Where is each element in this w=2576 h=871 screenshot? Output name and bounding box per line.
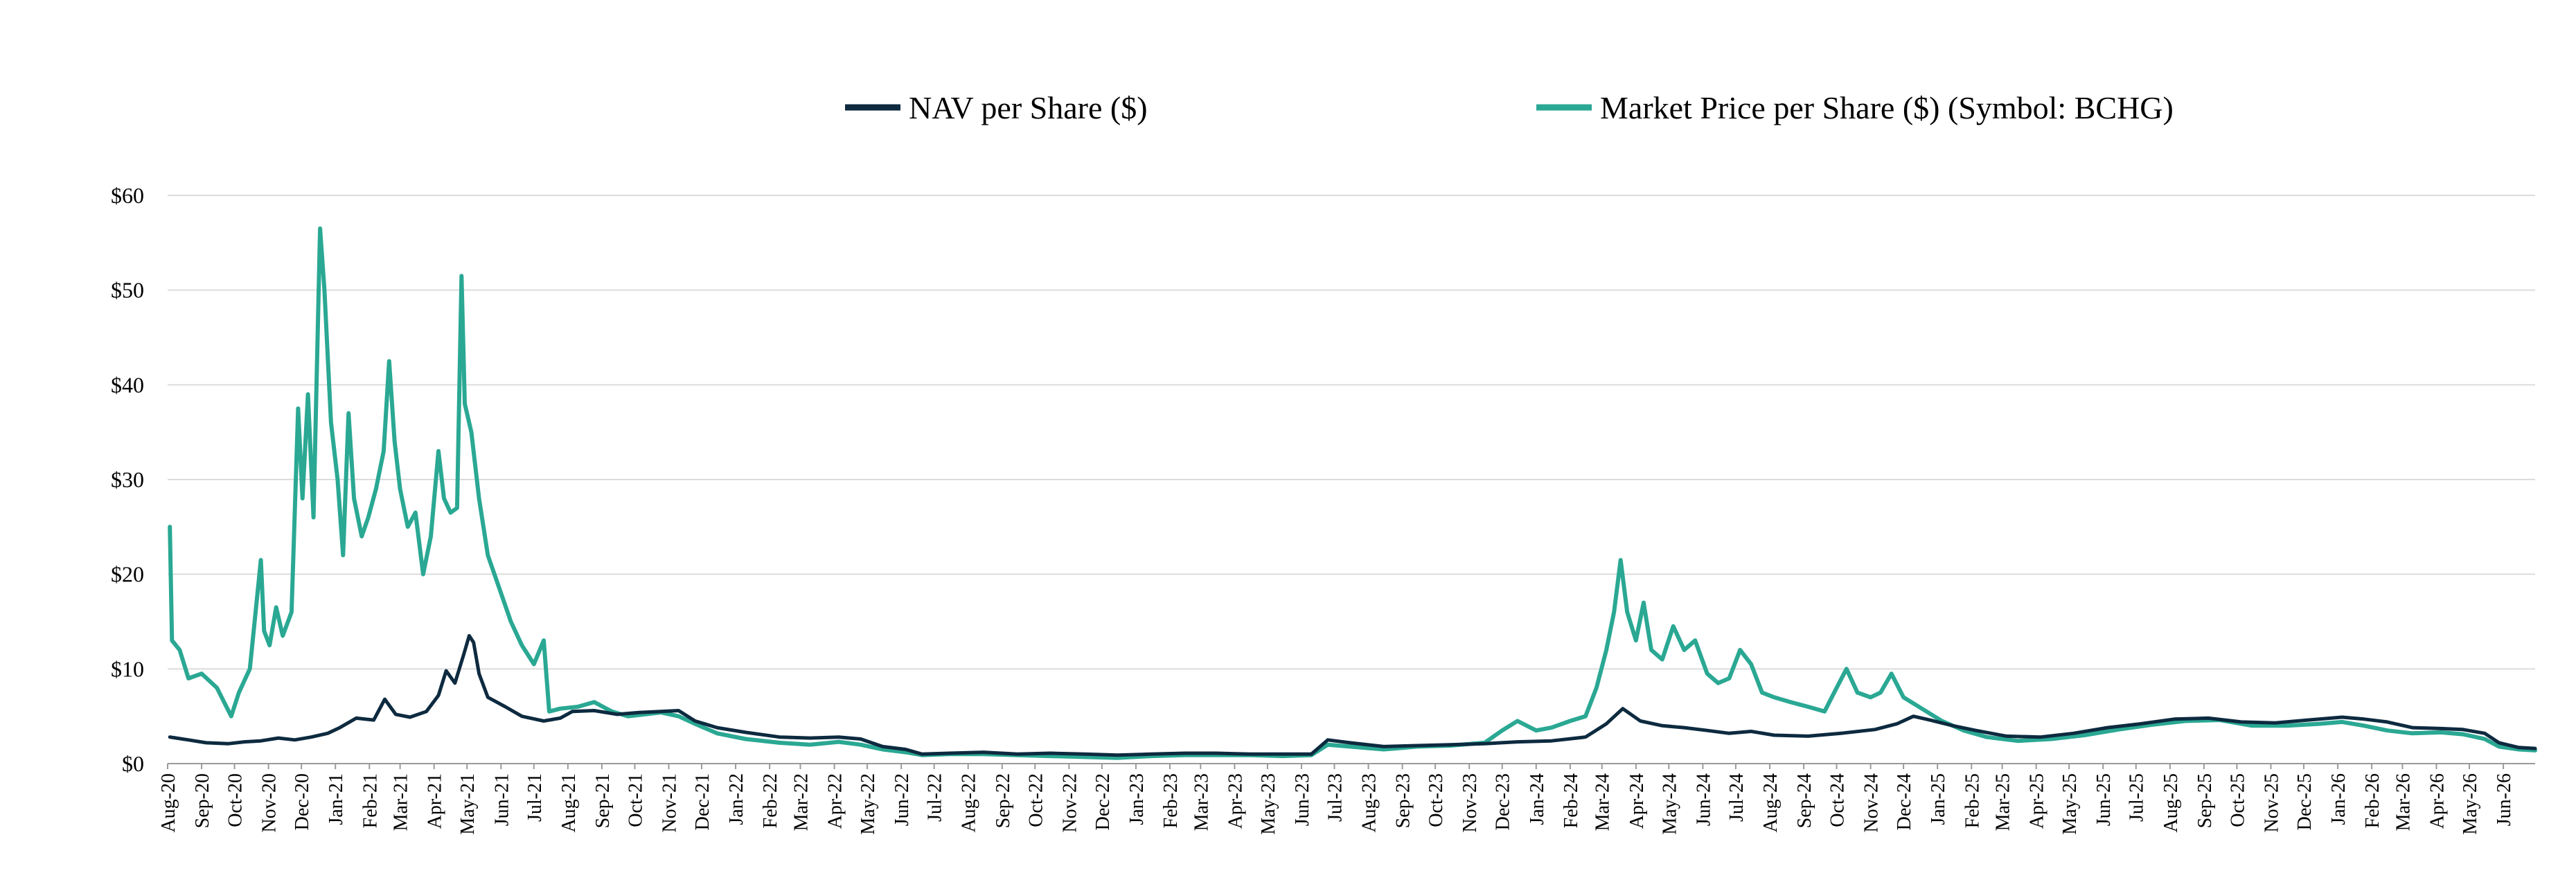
legend: NAV per Share ($) Market Price per Share… (845, 90, 2174, 125)
x-tick-label: Sep-23 (1393, 773, 1414, 828)
x-tick-label: Dec-23 (1493, 773, 1514, 830)
y-tick-label: $60 (111, 183, 144, 208)
x-tick-label: Aug-24 (1760, 773, 1782, 833)
x-axis: Aug-20 Sep-20 Oct-20 Nov-20 Dec-20 Jan-21 Feb-… (158, 764, 2515, 835)
x-tick-label: Aug-21 (558, 773, 580, 833)
y-axis-ticks: $0 $10 $20 $30 $40 $50 $60 (111, 183, 144, 776)
x-tick-label: Sep-21 (592, 773, 614, 828)
x-tick-label: Nov-24 (1861, 773, 1883, 833)
y-tick-label: $40 (111, 372, 144, 397)
x-tick-label: Jul-24 (1726, 773, 1748, 822)
x-tick-label: Mar-21 (391, 773, 412, 831)
x-tick-label: Jun-21 (491, 773, 513, 826)
x-tick-label: Mar-22 (790, 773, 812, 831)
x-tick-label: Jun-23 (1292, 773, 1313, 826)
y-tick-label: $50 (111, 278, 144, 303)
x-tick-label: Nov-21 (659, 773, 680, 833)
x-tick-label: May-23 (1258, 773, 1279, 835)
x-tick-label: Jan-22 (726, 773, 747, 825)
x-tick-label: Sep-24 (1794, 773, 1815, 828)
x-tick-label: Oct-24 (1827, 773, 1849, 827)
x-tick-label: Aug-22 (959, 773, 980, 833)
gridlines (168, 195, 2535, 764)
x-tick-label: Jul-23 (1324, 773, 1346, 822)
x-tick-label: Nov-22 (1059, 773, 1081, 833)
x-tick-label: Mar-25 (1993, 773, 2014, 831)
x-tick-label: Mar-24 (1592, 773, 1614, 831)
x-tick-label: Jan-24 (1527, 773, 1548, 825)
x-tick-label: Sep-25 (2194, 773, 2216, 828)
x-tick-label: Jan-23 (1126, 773, 1148, 825)
legend-label-market-price: Market Price per Share ($) (Symbol: BCHG… (1600, 90, 2174, 125)
legend-label-nav: NAV per Share ($) (909, 90, 1148, 125)
x-tick-label: Dec-24 (1894, 773, 1915, 830)
x-tick-label: Aug-20 (158, 773, 179, 833)
x-tick-label: Apr-21 (425, 773, 446, 829)
x-tick-label: Apr-23 (1225, 773, 1246, 829)
x-tick-label: Apr-25 (2027, 773, 2048, 829)
x-tick-label: Oct-21 (625, 773, 646, 827)
x-tick-label: Feb-26 (2362, 773, 2383, 828)
x-tick-label: Sep-20 (192, 773, 213, 828)
x-tick-label: Oct-20 (225, 773, 247, 827)
x-tick-label: May-26 (2460, 773, 2481, 835)
x-tick-label: Feb-21 (359, 773, 381, 828)
series-line-market-price (168, 226, 2537, 760)
x-tick-label: Nov-25 (2261, 773, 2282, 833)
y-tick-label: $0 (122, 751, 144, 776)
x-tick-label: Jul-21 (524, 773, 546, 822)
x-tick-label: Jul-25 (2126, 773, 2148, 822)
x-tick-label: Jan-26 (2328, 773, 2350, 825)
x-tick-label: Dec-22 (1092, 773, 1114, 830)
x-tick-label: Aug-25 (2160, 773, 2182, 833)
series-lines (168, 226, 2537, 760)
x-tick-label: Jun-26 (2494, 773, 2515, 826)
x-tick-label: May-24 (1659, 773, 1680, 835)
x-tick-label: Dec-21 (692, 773, 713, 830)
x-tick-label: Feb-23 (1160, 773, 1182, 828)
x-tick-label: Jan-21 (326, 773, 347, 825)
x-tick-label: May-25 (2059, 773, 2081, 835)
y-tick-label: $20 (111, 562, 144, 587)
x-tick-label: Jun-25 (2093, 773, 2115, 826)
x-tick-label: Apr-22 (825, 773, 846, 829)
x-tick-label: Feb-24 (1561, 773, 1582, 828)
x-tick-label: Aug-23 (1359, 773, 1380, 833)
x-tick-label: Mar-23 (1191, 773, 1212, 831)
x-tick-label: Nov-23 (1459, 773, 1481, 833)
x-tick-label: Dec-20 (292, 773, 313, 830)
x-tick-label: Jan-25 (1928, 773, 1949, 825)
x-tick-label: Feb-25 (1962, 773, 1983, 828)
x-tick-label: May-22 (858, 773, 879, 835)
x-tick-label: Oct-25 (2227, 773, 2248, 827)
x-tick-label: Sep-22 (993, 773, 1014, 828)
x-tick-label: May-21 (457, 773, 479, 835)
x-tick-label: Jul-22 (925, 773, 946, 822)
series-line-nav (168, 634, 2537, 757)
x-tick-label: Apr-26 (2427, 773, 2449, 829)
y-tick-label: $30 (111, 467, 144, 492)
x-tick-label: Nov-20 (259, 773, 281, 833)
x-tick-label: Jun-24 (1693, 773, 1714, 826)
x-tick-label: Apr-24 (1626, 773, 1648, 829)
x-tick-label: Dec-25 (2294, 773, 2316, 830)
x-tick-label: Jun-22 (891, 773, 913, 826)
y-tick-label: $10 (111, 656, 144, 681)
x-tick-label: Oct-22 (1025, 773, 1047, 827)
x-tick-label: Oct-23 (1425, 773, 1447, 827)
x-tick-label: Feb-22 (760, 773, 781, 828)
x-tick-label: Mar-26 (2392, 773, 2414, 831)
